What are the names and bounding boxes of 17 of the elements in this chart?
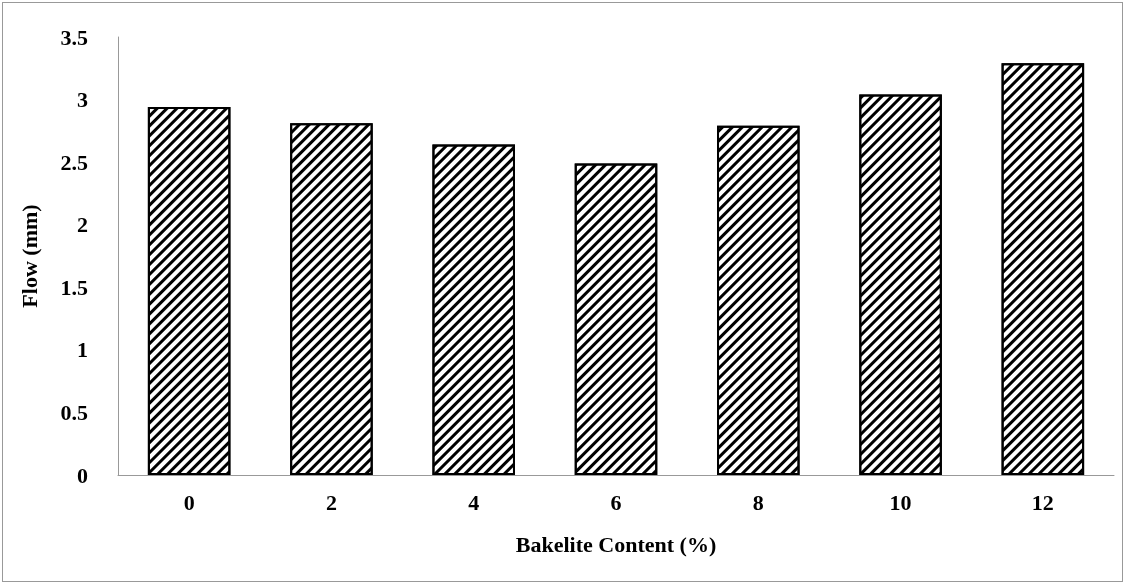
x-tick-label: 2: [325, 489, 337, 515]
y-axis-title: Flow (mm): [16, 204, 42, 308]
y-tick-label: 1: [77, 337, 88, 363]
y-tick-label: 2.5: [60, 149, 88, 175]
y-tick-label: 3.5: [60, 24, 88, 50]
x-tick-label: 4: [468, 489, 480, 515]
y-tick-label: 3: [77, 87, 88, 113]
y-tick-label: 0.5: [60, 399, 88, 425]
y-tick-label: 2: [77, 212, 88, 238]
x-tick-label: 10: [889, 489, 912, 515]
x-tick-label: 6: [610, 489, 622, 515]
x-tick-label: 0: [183, 489, 195, 515]
x-axis-title: Bakelite Content (%): [515, 531, 717, 557]
x-tick-label: 12: [1031, 489, 1054, 515]
y-tick-label: 0: [77, 462, 88, 488]
y-tick-label: 1.5: [60, 274, 88, 300]
x-tick-label: 8: [752, 489, 764, 515]
